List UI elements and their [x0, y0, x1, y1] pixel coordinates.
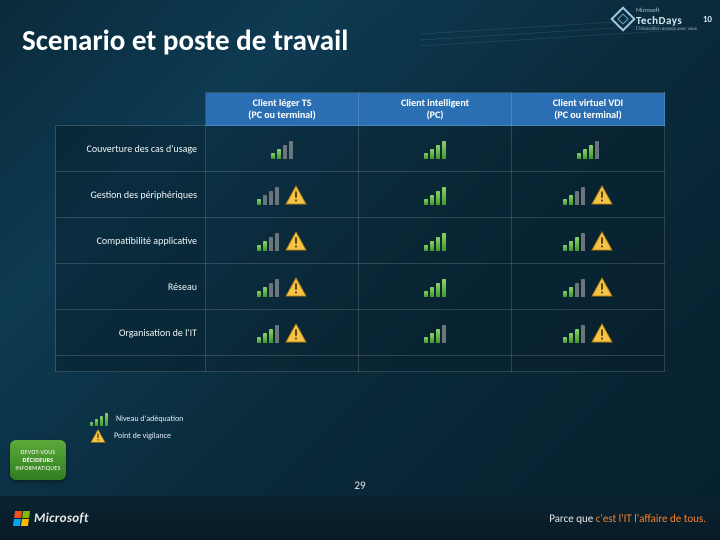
bars-icon — [424, 277, 446, 297]
bars-icon — [90, 412, 108, 426]
badge-l2: DÉCIDEURS — [23, 456, 54, 464]
row-header-3: Réseau — [56, 264, 206, 310]
legend-adequation: Niveau d'adéquation — [116, 414, 183, 424]
warning-icon — [285, 231, 307, 251]
page-number: 29 — [0, 479, 720, 492]
badge-l3: INFORMATIQUES — [15, 464, 60, 472]
bars-icon — [563, 231, 585, 251]
cell-0-0 — [206, 126, 359, 172]
warning-icon — [90, 429, 106, 443]
comparison-table: Client léger TS(PC ou terminal)Client in… — [55, 92, 665, 372]
topright-small: Microsoft — [636, 6, 659, 14]
warning-icon — [591, 323, 613, 343]
row-header-0: Couverture des cas d'usage — [56, 126, 206, 172]
page-title: Scenario et poste de travail — [22, 22, 348, 58]
bars-icon — [271, 139, 293, 159]
col-header-0: Client léger TS(PC ou terminal) — [206, 93, 359, 126]
ms-flag-icon — [13, 511, 30, 526]
badge-l1: DEVOT-VOUS — [21, 448, 56, 456]
col-header-1: Client intelligent(PC) — [359, 93, 512, 126]
bars-icon — [257, 277, 279, 297]
legend: Niveau d'adéquation Point de vigilance — [90, 412, 183, 443]
cell-3-1 — [359, 264, 512, 310]
table-row: Organisation de l'IT — [56, 310, 665, 356]
ms-text: Microsoft — [34, 511, 89, 526]
footer-bar: Microsoft Parce que c'est l'IT l'affaire… — [0, 496, 720, 540]
bars-icon — [424, 139, 446, 159]
cell-4-1 — [359, 310, 512, 356]
table-row: Compatibilité applicative — [56, 218, 665, 264]
techdays-badge: Microsoft TechDays L'innovation avance a… — [614, 6, 712, 32]
event-badge: DEVOT-VOUS DÉCIDEURS INFORMATIQUES — [10, 440, 66, 480]
warning-icon — [285, 323, 307, 343]
spacer-row — [56, 356, 206, 372]
bars-icon — [424, 185, 446, 205]
bars-icon — [563, 185, 585, 205]
cell-3-0 — [206, 264, 359, 310]
bars-icon — [563, 323, 585, 343]
cell-2-1 — [359, 218, 512, 264]
bars-icon — [257, 185, 279, 205]
cell-1-2 — [512, 172, 665, 218]
warning-icon — [591, 185, 613, 205]
diamond-icon — [610, 6, 635, 31]
cell-2-2 — [512, 218, 665, 264]
warning-icon — [591, 277, 613, 297]
cell-3-2 — [512, 264, 665, 310]
table-corner — [56, 93, 206, 126]
bars-icon — [257, 323, 279, 343]
legend-vigilance: Point de vigilance — [114, 431, 171, 441]
bars-icon — [257, 231, 279, 251]
microsoft-logo: Microsoft — [14, 511, 89, 526]
cell-1-0 — [206, 172, 359, 218]
bars-icon — [424, 323, 446, 343]
table-row: Réseau — [56, 264, 665, 310]
cell-0-1 — [359, 126, 512, 172]
bars-icon — [424, 231, 446, 251]
row-header-2: Compatibilité applicative — [56, 218, 206, 264]
table-row: Couverture des cas d'usage — [56, 126, 665, 172]
tagline-orange: c'est l'IT l'affaire de tous. — [596, 512, 706, 525]
warning-icon — [285, 185, 307, 205]
warning-icon — [591, 231, 613, 251]
cell-1-1 — [359, 172, 512, 218]
tagline-pre: Parce que — [549, 512, 596, 525]
cell-2-0 — [206, 218, 359, 264]
bars-icon — [577, 139, 599, 159]
table-row: Gestion des périphériques — [56, 172, 665, 218]
cell-4-0 — [206, 310, 359, 356]
row-header-1: Gestion des périphériques — [56, 172, 206, 218]
bars-icon — [563, 277, 585, 297]
topright-sub: L'innovation avance avec vous — [636, 27, 697, 33]
warning-icon — [285, 277, 307, 297]
col-header-2: Client virtuel VDI(PC ou terminal) — [512, 93, 665, 126]
cell-4-2 — [512, 310, 665, 356]
footer-tagline: Parce que c'est l'IT l'affaire de tous. — [549, 512, 706, 525]
row-header-4: Organisation de l'IT — [56, 310, 206, 356]
cell-0-2 — [512, 126, 665, 172]
topright-year: 10 — [703, 14, 712, 25]
